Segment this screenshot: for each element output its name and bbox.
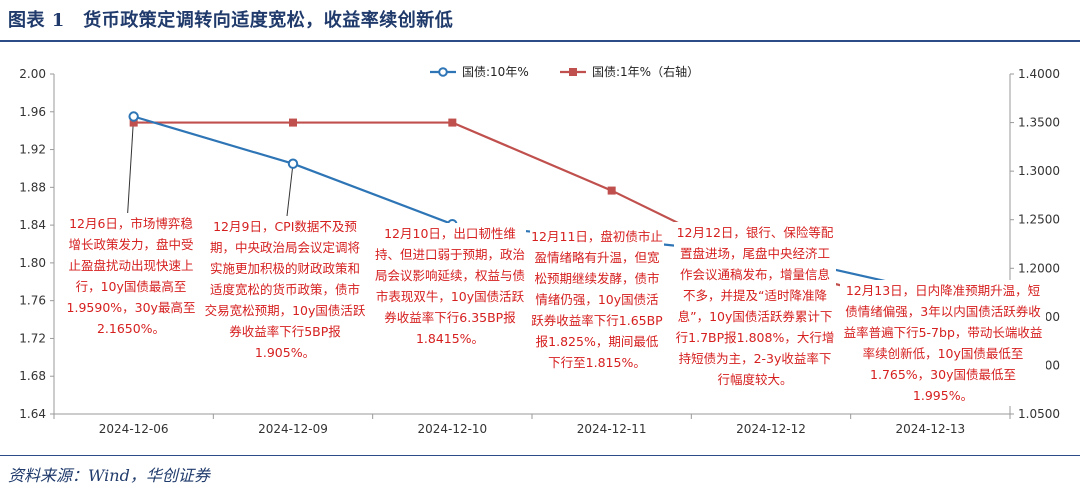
data-point-1y xyxy=(129,118,138,127)
legend-label-10y: 国债:10年% xyxy=(462,65,529,79)
annotation-2024-12-12: 12月12日，银行、保险等配置盘进场，尾盘中央经济工作会议通稿发布，增量信息不多… xyxy=(674,222,836,390)
y-left-tick-label: 1.92 xyxy=(19,143,46,157)
annotation-2024-12-10: 12月10日，出口韧性维持、但进口弱于预期，政治局会议影响延续，权益与债市表现双… xyxy=(374,223,526,349)
y-right-tick-label: 1.3500 xyxy=(1018,116,1060,130)
legend-marker-10y xyxy=(438,67,448,77)
annotation-2024-12-13: 12月13日，日内降准预期升温，短债情绪偏强，3年以内国债活跃券收益率普遍下行5… xyxy=(840,280,1046,406)
annotation-2024-12-11: 12月11日，盘初债市止盈情绪略有升温，但宽松预期继续发酵，债市情绪仍强，10y… xyxy=(530,226,664,373)
y-left-tick-label: 1.84 xyxy=(19,218,46,232)
x-tick-label: 2024-12-09 xyxy=(258,422,328,436)
y-right-tick-label: 1.2500 xyxy=(1018,213,1060,227)
legend-label-1y: 国债:1年%（右轴） xyxy=(592,64,699,79)
callout-pointer xyxy=(127,116,135,214)
y-left-tick-label: 2.00 xyxy=(19,67,46,81)
source-note: 资料来源：Wind，华创证券 xyxy=(8,466,210,485)
y-left-tick-label: 1.64 xyxy=(19,407,46,421)
header-divider xyxy=(0,40,1080,42)
x-tick-label: 2024-12-06 xyxy=(99,422,169,436)
y-right-tick-label: 1.0500 xyxy=(1018,407,1060,421)
annotation-2024-12-06: 12月6日，市场博弈稳增长政策发力，盘中受止盈盘扰动出现快速上行，10y国债最高… xyxy=(66,213,196,339)
data-point-10y xyxy=(128,111,139,122)
callout-pointer xyxy=(286,163,294,217)
y-left-tick-label: 1.72 xyxy=(19,331,46,345)
x-tick-label: 2024-12-12 xyxy=(736,422,806,436)
legend-marker-1y xyxy=(569,68,577,76)
x-tick-label: 2024-12-11 xyxy=(577,422,647,436)
annotation-2024-12-09: 12月9日，CPI数据不及预期，中央政治局会议定调将实施更加积极的财政政策和适度… xyxy=(204,216,366,363)
y-left-tick-label: 1.88 xyxy=(19,180,46,194)
y-left-tick-label: 1.68 xyxy=(19,369,46,383)
data-point-1y xyxy=(289,118,297,127)
header: 图表 1 货币政策定调转向适度宽松，收益率续创新低 xyxy=(0,0,1080,44)
footer-divider xyxy=(0,455,1080,456)
x-tick-label: 2024-12-13 xyxy=(895,422,965,436)
data-point-10y xyxy=(287,158,299,169)
y-left-tick-label: 1.76 xyxy=(19,294,46,308)
x-tick-label: 2024-12-10 xyxy=(417,422,487,436)
y-left-tick-label: 1.96 xyxy=(19,105,46,119)
data-point-1y xyxy=(448,118,457,127)
y-right-tick-label: 1.4000 xyxy=(1018,67,1060,81)
data-point-1y xyxy=(607,186,616,195)
figure-title: 图表 1 货币政策定调转向适度宽松，收益率续创新低 xyxy=(8,10,454,31)
y-right-tick-label: 1.2000 xyxy=(1018,261,1060,275)
y-left-tick-label: 1.80 xyxy=(19,256,46,270)
y-right-tick-label: 1.3000 xyxy=(1018,164,1060,178)
